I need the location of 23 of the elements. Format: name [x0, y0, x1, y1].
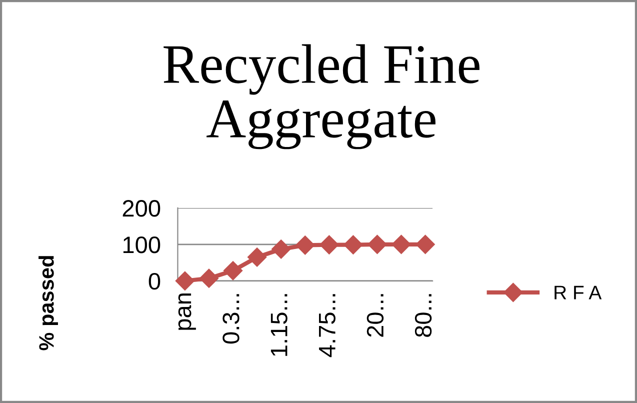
x-tick-label: 0.3...	[222, 294, 240, 344]
point	[416, 234, 435, 254]
x-tick-label: 20...	[366, 294, 384, 337]
y-axis-title: % passed	[38, 256, 58, 350]
point	[392, 234, 411, 254]
point	[199, 268, 219, 288]
x-tick-label: 80...	[414, 294, 432, 337]
point	[272, 240, 291, 259]
point	[344, 235, 363, 254]
y-tick-label: 100	[123, 236, 160, 254]
x-tick-label: 1.15...	[270, 294, 288, 356]
point	[296, 236, 315, 255]
y-tick-label: 200	[122, 200, 160, 217]
legend-label: R F A	[554, 286, 602, 300]
x-tick-label: pan	[178, 294, 196, 330]
point	[248, 248, 267, 267]
point	[368, 234, 387, 254]
point	[320, 235, 339, 254]
y-tick-label: 0	[148, 272, 160, 290]
chart-title: Recycled Fine Aggregate	[164, 44, 480, 150]
point	[223, 261, 243, 280]
x-tick-label: 4.75...	[319, 294, 336, 358]
point	[175, 271, 194, 290]
